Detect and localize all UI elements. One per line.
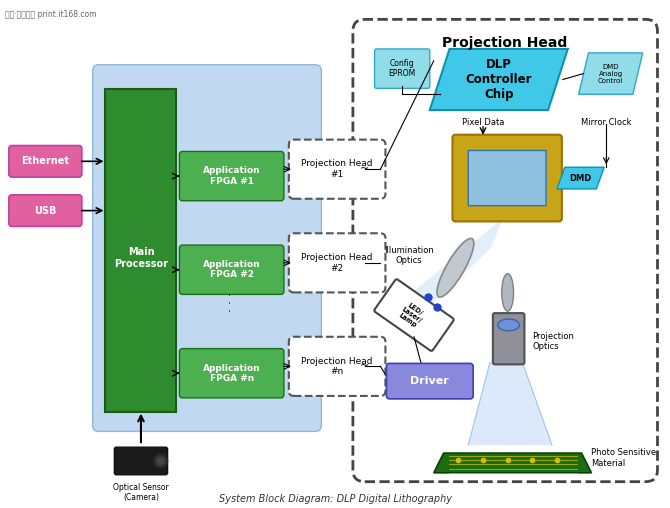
FancyBboxPatch shape <box>375 49 429 88</box>
FancyBboxPatch shape <box>92 65 322 431</box>
Polygon shape <box>557 167 604 189</box>
Circle shape <box>157 457 165 465</box>
FancyBboxPatch shape <box>105 89 176 411</box>
Text: Projection
Optics: Projection Optics <box>532 332 574 351</box>
FancyBboxPatch shape <box>180 151 284 201</box>
Text: DLP
Controller
Chip: DLP Controller Chip <box>466 58 532 101</box>
FancyBboxPatch shape <box>9 195 82 227</box>
Text: Application
FPGA #2: Application FPGA #2 <box>203 260 261 279</box>
Text: Projection Head
#1: Projection Head #1 <box>302 160 373 179</box>
Text: DMD: DMD <box>570 174 592 182</box>
FancyBboxPatch shape <box>493 313 525 364</box>
Text: Ethernet: Ethernet <box>21 156 69 166</box>
Ellipse shape <box>502 274 514 311</box>
Ellipse shape <box>437 238 474 297</box>
Text: Pixel Data: Pixel Data <box>462 118 505 127</box>
Polygon shape <box>468 362 552 445</box>
Text: Application
FPGA #n: Application FPGA #n <box>203 364 261 383</box>
FancyBboxPatch shape <box>9 145 82 177</box>
Text: Photo Sensitive
Material: Photo Sensitive Material <box>592 449 657 468</box>
Polygon shape <box>433 453 592 473</box>
Text: Projection Head
#2: Projection Head #2 <box>302 253 373 273</box>
FancyBboxPatch shape <box>468 150 546 206</box>
Text: ~: ~ <box>360 164 369 174</box>
FancyBboxPatch shape <box>452 135 562 221</box>
Text: Driver: Driver <box>411 376 449 386</box>
Ellipse shape <box>498 319 519 331</box>
FancyBboxPatch shape <box>180 245 284 295</box>
FancyBboxPatch shape <box>180 348 284 398</box>
Polygon shape <box>579 53 643 94</box>
FancyBboxPatch shape <box>289 140 385 199</box>
Polygon shape <box>402 218 502 332</box>
Text: USB: USB <box>34 206 56 215</box>
FancyBboxPatch shape <box>353 19 657 482</box>
Text: ~: ~ <box>360 361 369 371</box>
FancyBboxPatch shape <box>115 447 168 475</box>
Text: Main
Processor: Main Processor <box>114 247 168 269</box>
Text: Projection Head: Projection Head <box>442 36 567 50</box>
Text: Illumination
Optics: Illumination Optics <box>384 246 434 266</box>
FancyBboxPatch shape <box>289 337 385 396</box>
Polygon shape <box>429 49 567 110</box>
FancyBboxPatch shape <box>387 363 473 399</box>
Text: Config
EPROM: Config EPROM <box>389 59 416 78</box>
Text: Application
FPGA #1: Application FPGA #1 <box>203 167 261 186</box>
Circle shape <box>154 454 168 468</box>
FancyBboxPatch shape <box>375 279 454 351</box>
Text: Mirror Clock: Mirror Clock <box>581 118 632 127</box>
Text: LED/
Laser/
Lamp: LED/ Laser/ Lamp <box>396 300 426 330</box>
Text: System Block Diagram: DLP Digital Lithography: System Block Diagram: DLP Digital Lithog… <box>218 494 452 504</box>
Text: 你的·打印频道 print.it168.com: 你的·打印频道 print.it168.com <box>5 10 96 18</box>
Text: Projection Head
#n: Projection Head #n <box>302 357 373 376</box>
Text: DMD
Analog
Control: DMD Analog Control <box>598 64 623 84</box>
Text: Optical Sensor
(Camera): Optical Sensor (Camera) <box>113 483 169 502</box>
FancyBboxPatch shape <box>289 233 385 293</box>
Text: · · ·: · · · <box>225 292 238 312</box>
